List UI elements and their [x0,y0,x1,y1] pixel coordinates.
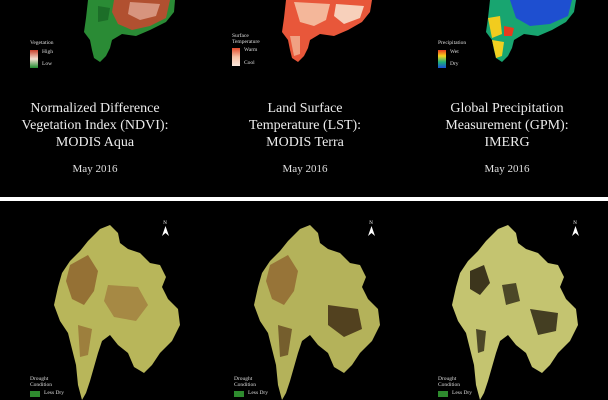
ndvi-date: May 2016 [72,163,118,175]
lst-map [282,0,372,62]
ndvi-map [84,0,175,62]
legend-gradient [30,49,38,68]
drought-map-2 [254,225,380,400]
gpm-caption: Global Precipitation Measurement (GPM): … [445,101,569,150]
legend-swatch [234,391,244,397]
legend-high: High [42,48,53,55]
drought-legend-3: Drought Condition Less Dry [438,376,473,397]
legend-low: Cool [244,59,255,66]
lst-date: May 2016 [282,163,328,175]
legend-gradient [438,49,446,68]
north-label: N [573,221,577,226]
gpm-map [486,0,576,62]
drought-legend-1: Drought Condition Less Dry [30,376,65,397]
north-label: N [163,221,167,226]
legend-swatch [30,391,40,397]
legend-item: Less Dry [248,390,269,397]
ndvi-caption: Normalized Difference Vegetation Index (… [21,101,169,150]
top-panel: Vegetation High Low Normalized Differenc… [0,0,608,197]
legend-title: Surface Temperature [232,33,260,45]
legend-low: Low [42,61,53,67]
legend-item: Less Dry [452,390,473,397]
north-label: N [369,221,373,226]
legend-high: Wet [450,48,459,55]
drought-map-3 [452,225,578,400]
panel-divider [0,197,608,201]
legend-title: Precipitation [438,40,467,46]
legend-item: Less Dry [44,390,65,397]
bottom-panel: N Drought Condition Less Dry N Drought C… [0,201,608,400]
legend-high: Warm [244,47,258,53]
north-arrow: N [160,221,170,236]
drought-map-1 [54,225,180,400]
gpm-legend: Precipitation Wet Dry [438,40,467,68]
lst-legend: Surface Temperature Warm Cool [232,33,272,66]
gpm-date: May 2016 [484,163,530,175]
ndvi-legend: Vegetation High Low [30,40,54,68]
north-arrow: N [570,221,580,236]
legend-low: Dry [450,61,459,67]
legend-swatch [438,391,448,397]
drought-legend-2: Drought Condition Less Dry [234,376,269,397]
lst-caption: Land Surface Temperature (LST): MODIS Te… [248,101,362,150]
legend-title: Vegetation [30,40,54,46]
north-arrow: N [366,221,376,236]
legend-gradient [232,48,240,66]
